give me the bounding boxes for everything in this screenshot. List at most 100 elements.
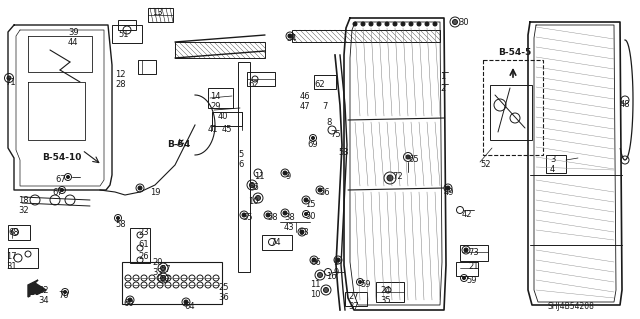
- Circle shape: [377, 22, 381, 26]
- Circle shape: [288, 34, 292, 38]
- Text: 1: 1: [440, 72, 445, 81]
- Polygon shape: [28, 280, 46, 297]
- Text: 62: 62: [314, 80, 324, 89]
- Text: 13: 13: [152, 8, 163, 17]
- Text: 55: 55: [242, 213, 253, 222]
- Text: 42: 42: [462, 210, 472, 219]
- Text: 2: 2: [440, 84, 445, 93]
- Text: 10: 10: [310, 290, 321, 299]
- Text: 66: 66: [248, 183, 259, 192]
- Text: 69: 69: [307, 140, 317, 149]
- Text: 61: 61: [138, 240, 148, 249]
- Text: 70: 70: [58, 291, 68, 300]
- Text: 19: 19: [150, 188, 161, 197]
- Text: 62: 62: [248, 80, 259, 89]
- Text: 34: 34: [38, 296, 49, 305]
- Text: 53: 53: [338, 148, 349, 157]
- Circle shape: [161, 276, 166, 280]
- Circle shape: [425, 22, 429, 26]
- Text: 60: 60: [123, 299, 134, 308]
- Text: 48: 48: [620, 100, 630, 109]
- Circle shape: [433, 22, 437, 26]
- Text: 18: 18: [18, 196, 29, 205]
- Text: 43: 43: [284, 223, 294, 232]
- Text: 46: 46: [300, 92, 310, 101]
- Text: 59: 59: [360, 280, 371, 289]
- Bar: [376, 282, 404, 302]
- Text: 38: 38: [284, 213, 295, 222]
- Text: B-54: B-54: [167, 140, 190, 149]
- Bar: [345, 292, 367, 306]
- Bar: [456, 262, 478, 276]
- Text: 20: 20: [152, 258, 163, 267]
- Text: SHJ4B54208: SHJ4B54208: [548, 302, 595, 311]
- Text: 67: 67: [52, 188, 63, 197]
- Bar: [118, 20, 136, 30]
- Text: 6: 6: [238, 160, 243, 169]
- Text: 49: 49: [444, 188, 454, 197]
- Circle shape: [283, 211, 287, 215]
- Circle shape: [317, 272, 323, 278]
- Circle shape: [401, 22, 405, 26]
- Circle shape: [312, 137, 314, 139]
- Text: B-54-10: B-54-10: [42, 153, 81, 162]
- Text: 3: 3: [550, 155, 556, 164]
- Bar: [460, 245, 488, 261]
- Circle shape: [323, 287, 328, 293]
- Circle shape: [61, 189, 63, 191]
- Text: 39: 39: [68, 28, 79, 37]
- Circle shape: [463, 277, 465, 279]
- Text: 17: 17: [6, 252, 17, 261]
- Bar: [208, 88, 233, 108]
- Text: 4: 4: [550, 165, 556, 174]
- Circle shape: [67, 175, 70, 179]
- Text: B-54-5: B-54-5: [498, 48, 531, 57]
- Text: 50: 50: [305, 212, 316, 221]
- Bar: [238, 62, 250, 272]
- Bar: [247, 72, 275, 86]
- Text: 7: 7: [322, 102, 328, 111]
- Text: 10: 10: [248, 197, 259, 206]
- Text: 63: 63: [298, 228, 308, 237]
- Circle shape: [255, 196, 260, 201]
- Bar: [314, 75, 336, 89]
- Text: 22: 22: [38, 286, 49, 295]
- Circle shape: [7, 76, 11, 80]
- Text: 23: 23: [138, 228, 148, 237]
- Circle shape: [385, 22, 389, 26]
- Text: 59: 59: [466, 276, 477, 285]
- Text: 68: 68: [8, 228, 19, 237]
- Text: 30: 30: [458, 18, 468, 27]
- Bar: [122, 262, 222, 304]
- Circle shape: [369, 22, 373, 26]
- Text: 67: 67: [55, 175, 66, 184]
- Text: 51: 51: [118, 30, 129, 39]
- Text: 28: 28: [115, 80, 125, 89]
- Circle shape: [138, 186, 142, 190]
- Circle shape: [128, 298, 132, 302]
- Text: 33: 33: [152, 268, 163, 277]
- Circle shape: [353, 22, 357, 26]
- Text: 8: 8: [326, 118, 332, 127]
- Circle shape: [304, 198, 308, 202]
- Text: 29: 29: [210, 102, 221, 111]
- Bar: [130, 228, 150, 263]
- Text: 32: 32: [18, 206, 29, 215]
- Circle shape: [336, 258, 340, 262]
- Circle shape: [266, 213, 270, 217]
- Text: 27: 27: [348, 292, 358, 301]
- Text: 40: 40: [218, 112, 228, 121]
- Circle shape: [305, 212, 307, 216]
- Circle shape: [358, 280, 362, 284]
- Circle shape: [406, 155, 410, 159]
- Circle shape: [283, 171, 287, 175]
- Bar: [292, 30, 440, 42]
- Text: 12: 12: [115, 70, 125, 79]
- Text: 58: 58: [267, 213, 278, 222]
- Circle shape: [161, 265, 166, 271]
- Text: 65: 65: [408, 155, 419, 164]
- Circle shape: [250, 182, 255, 188]
- Bar: [138, 60, 156, 74]
- Text: 52: 52: [480, 160, 490, 169]
- Text: 72: 72: [392, 172, 403, 181]
